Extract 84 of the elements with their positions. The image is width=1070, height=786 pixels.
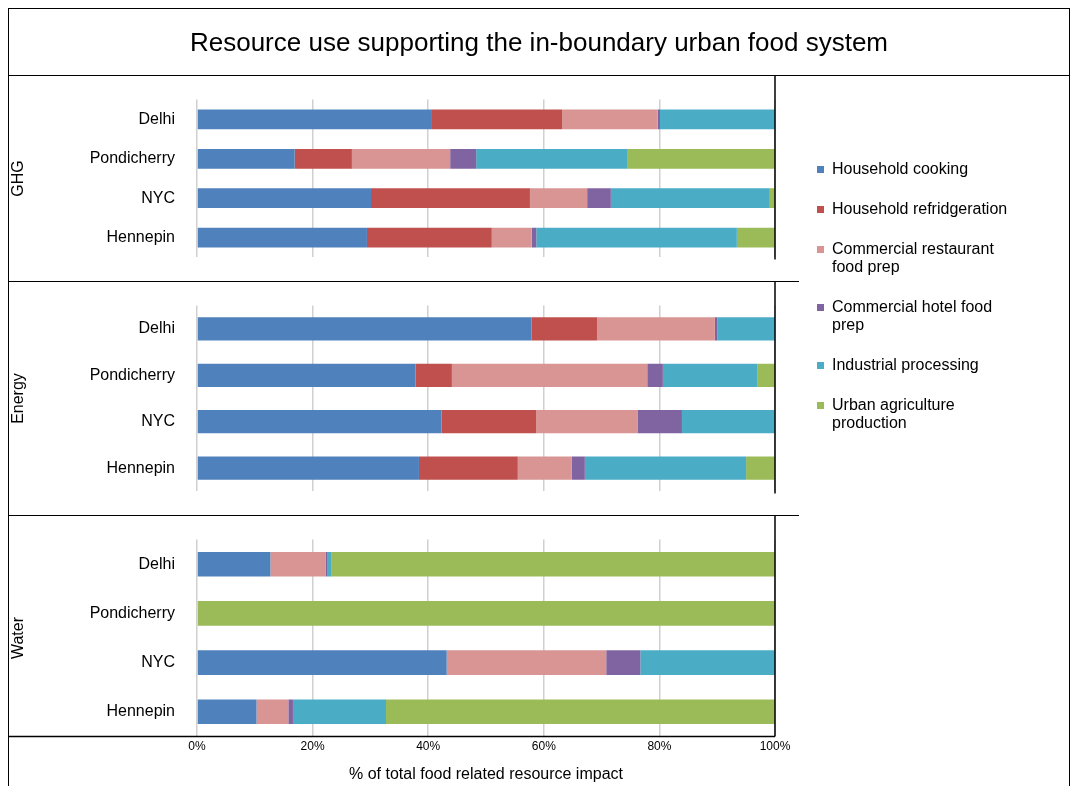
bar (529, 188, 588, 209)
legend-label: Industrial processing (832, 356, 979, 374)
y-tick-label: Pondicherry (89, 603, 175, 621)
bar (415, 363, 452, 387)
y-tick-label: Pondicherry (89, 365, 175, 383)
bar (640, 650, 775, 675)
bar (536, 227, 737, 248)
bar (386, 699, 775, 725)
y-tick-label: NYC (141, 412, 175, 430)
legend-label: Household refridgeration (832, 200, 1008, 218)
bar (681, 410, 775, 434)
bar (292, 699, 387, 725)
x-tick-label: 80% (647, 738, 672, 753)
bar (717, 317, 775, 341)
bar (491, 227, 532, 248)
legend-label: Commercial restaurant food prep (832, 240, 995, 276)
y-tick-label: Hennepin (106, 702, 175, 720)
bar (270, 551, 326, 577)
bar (536, 410, 638, 434)
y-tick-label: Pondicherry (89, 149, 175, 167)
bar (746, 456, 775, 480)
y-tick-label: Hennepin (106, 228, 175, 246)
y-axis-title: Energy (9, 373, 27, 424)
y-axis-title: GHG (9, 160, 27, 197)
bar (531, 317, 597, 341)
bar (197, 699, 257, 725)
x-axis-title: % of total food related resource impact (349, 764, 624, 782)
bar (610, 188, 770, 209)
bar (562, 109, 658, 130)
bar (197, 188, 371, 209)
x-tick-label: 0% (188, 738, 206, 753)
bar (366, 227, 492, 248)
bar (662, 363, 758, 387)
x-tick-label: 40% (416, 738, 441, 753)
chart-title: Resource use supporting the in-boundary urban food system (9, 9, 1069, 76)
bar (197, 363, 416, 387)
y-tick-label: NYC (141, 653, 175, 671)
bar (637, 410, 682, 434)
bar (587, 188, 611, 209)
bar (288, 699, 293, 725)
y-axis-title: Water (9, 616, 27, 660)
bar (736, 227, 775, 248)
bar (517, 456, 572, 480)
bar (197, 410, 442, 434)
bar (331, 551, 775, 577)
y-tick-label: Hennepin (106, 458, 175, 476)
bar (197, 551, 271, 577)
bar (256, 699, 289, 725)
bar (294, 148, 352, 169)
bar (647, 363, 663, 387)
bar (446, 650, 607, 675)
bar (431, 109, 563, 130)
bar (584, 456, 747, 480)
bar (627, 148, 775, 169)
bar (476, 148, 628, 169)
x-tick-label: 100% (759, 738, 791, 753)
y-tick-label: Delhi (138, 319, 175, 337)
bar (451, 363, 648, 387)
bar (370, 188, 530, 209)
bar (197, 601, 775, 626)
legend-label: Household cooking (832, 160, 969, 178)
legend-label: Urban agriculture production (832, 396, 956, 432)
y-tick-label: NYC (141, 188, 175, 206)
y-tick-label: Delhi (138, 554, 175, 572)
bar (197, 317, 532, 341)
bar (450, 148, 477, 169)
bar (351, 148, 451, 169)
bar (197, 456, 419, 480)
bar (197, 148, 295, 169)
bar (571, 456, 585, 480)
x-tick-label: 60% (531, 738, 557, 753)
legend-label: Commercial hotel food prep (832, 298, 994, 334)
bar (596, 317, 715, 341)
bar (606, 650, 641, 675)
bar (441, 410, 537, 434)
bar (197, 650, 447, 675)
y-tick-label: Delhi (138, 109, 175, 127)
bar (197, 227, 367, 248)
bar (418, 456, 518, 480)
bar (327, 551, 332, 577)
x-tick-label: 20% (300, 738, 325, 753)
bar (659, 109, 775, 130)
bar (197, 109, 432, 130)
bar (757, 363, 775, 387)
